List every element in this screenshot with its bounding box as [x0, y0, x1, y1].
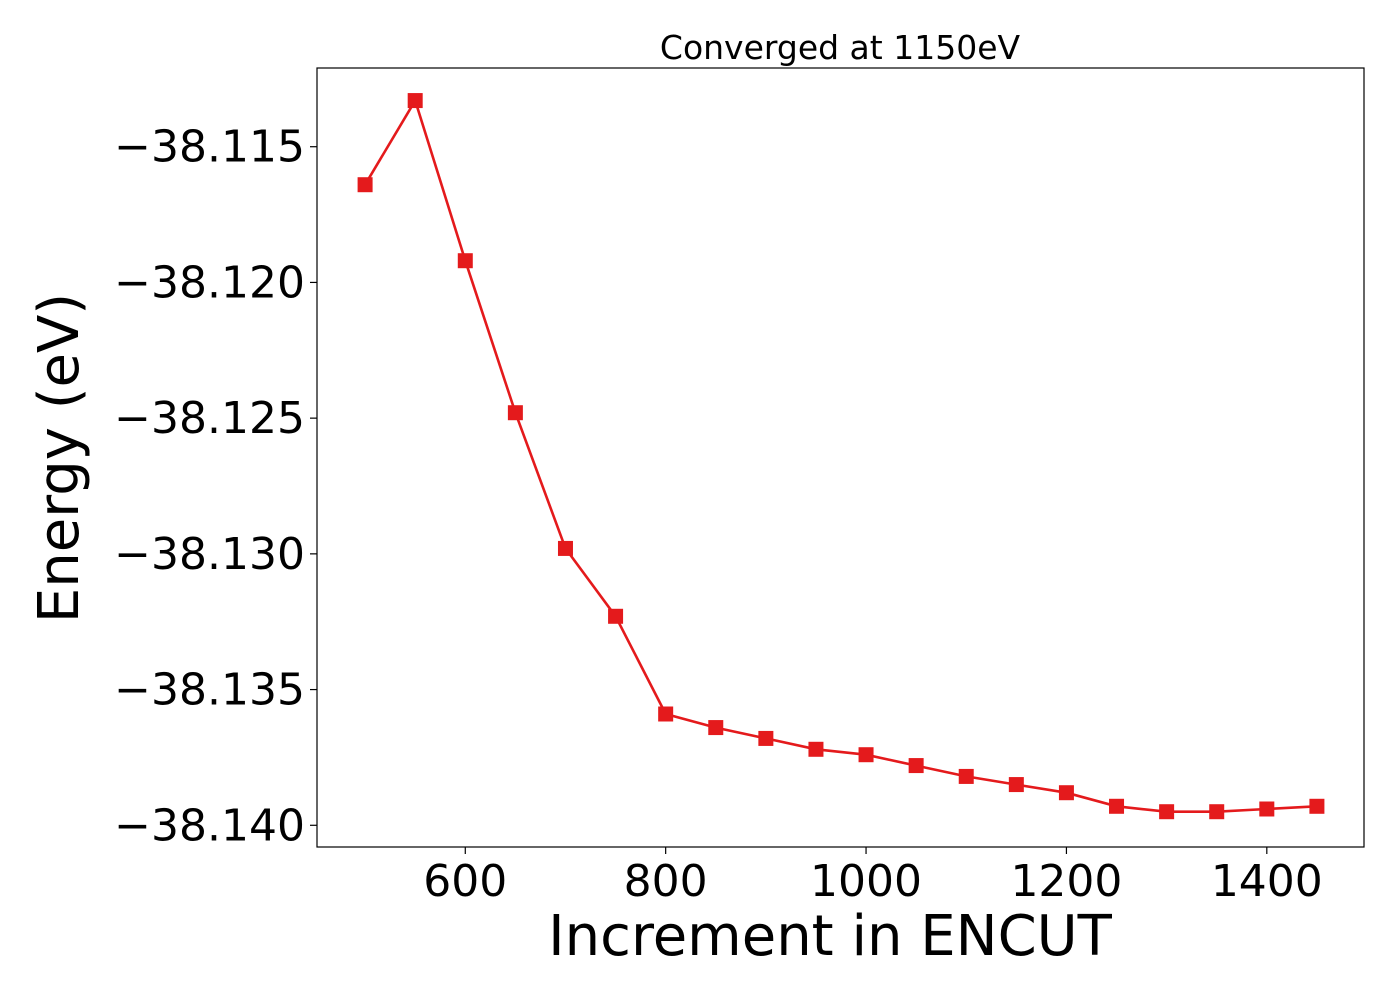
series-line — [365, 101, 1317, 812]
x-tick-label: 800 — [624, 856, 708, 907]
data-point-marker — [909, 758, 924, 773]
data-point-marker — [558, 541, 573, 556]
data-point-marker — [708, 720, 723, 735]
y-tick-label: −38.135 — [114, 665, 305, 716]
data-point-marker — [1009, 777, 1024, 792]
data-point-marker — [758, 731, 773, 746]
y-axis-label: Energy (eV) — [27, 293, 92, 623]
data-point-marker — [358, 177, 373, 192]
x-tick-label: 1200 — [1010, 856, 1122, 907]
data-point-marker — [1209, 804, 1224, 819]
y-tick-label: −38.130 — [114, 529, 305, 580]
data-point-marker — [859, 747, 874, 762]
plot-area-frame — [317, 68, 1364, 847]
data-point-marker — [1109, 799, 1124, 814]
x-axis: 600 800 1000 1200 1400 — [423, 847, 1323, 907]
x-tick-label: 1000 — [810, 856, 922, 907]
data-point-marker — [458, 253, 473, 268]
x-axis-label: Increment in ENCUT — [548, 904, 1113, 969]
data-point-marker — [1309, 799, 1324, 814]
y-tick-label: −38.115 — [114, 122, 305, 173]
y-axis: −38.115 −38.120 −38.125 −38.130 −38.135 −38.1… — [114, 122, 317, 852]
data-point-marker — [408, 93, 423, 108]
chart-title: Converged at 1150eV — [660, 28, 1021, 67]
data-point-marker — [808, 742, 823, 757]
series-energy — [358, 93, 1325, 819]
data-point-marker — [959, 769, 974, 784]
y-tick-label: −38.140 — [114, 800, 305, 851]
y-tick-label: −38.120 — [114, 257, 305, 308]
data-point-marker — [608, 609, 623, 624]
data-point-marker — [1259, 802, 1274, 817]
y-tick-label: −38.125 — [114, 393, 305, 444]
data-point-marker — [508, 405, 523, 420]
data-point-marker — [1159, 804, 1174, 819]
data-point-marker — [1059, 785, 1074, 800]
x-tick-label: 600 — [423, 856, 507, 907]
x-tick-label: 1400 — [1211, 856, 1323, 907]
data-point-marker — [658, 707, 673, 722]
